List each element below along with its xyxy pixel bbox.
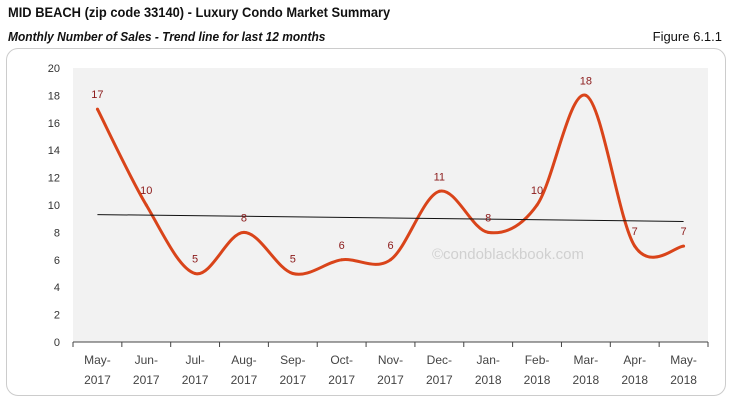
data-point — [437, 189, 441, 193]
x-tick-label: May- — [84, 353, 111, 367]
data-point — [291, 272, 295, 275]
page-title: MID BEACH (zip code 33140) - Luxury Cond… — [8, 4, 391, 20]
x-tick-label: 2018 — [670, 373, 697, 387]
x-tick-label: Mar- — [574, 353, 599, 367]
data-label: 10 — [531, 185, 543, 197]
series-line — [96, 93, 684, 276]
x-tick-label: 2017 — [84, 373, 111, 387]
figure-number: Figure 6.1.1 — [652, 29, 722, 44]
data-point — [340, 258, 344, 262]
x-tick-label: 2017 — [377, 373, 404, 387]
trend-line — [97, 214, 684, 222]
chart-subtitle: Monthly Number of Sales - Trend line for… — [8, 29, 326, 44]
data-point — [389, 258, 392, 262]
x-tick-label: Feb- — [525, 353, 550, 367]
data-label: 17 — [91, 89, 103, 101]
data-label: 6 — [339, 240, 345, 252]
data-label: 7 — [632, 226, 638, 238]
y-tick-label: 0 — [54, 337, 60, 349]
y-tick-label: 20 — [48, 63, 60, 75]
y-tick-label: 6 — [54, 255, 60, 267]
data-point — [633, 244, 637, 248]
y-tick-label: 12 — [48, 173, 60, 185]
data-point — [242, 230, 246, 234]
x-tick-label: Aug- — [231, 353, 256, 367]
x-tick-label: 2017 — [328, 373, 355, 387]
data-label: 8 — [485, 212, 491, 224]
x-tick-label: Sep- — [280, 353, 305, 367]
x-tick-label: 2017 — [279, 373, 306, 387]
data-point — [535, 203, 539, 207]
data-label: 6 — [387, 240, 393, 252]
data-label: 7 — [681, 226, 687, 238]
x-tick-label: 2017 — [133, 373, 160, 387]
x-tick-label: Jun- — [135, 353, 158, 367]
data-point — [584, 93, 588, 97]
data-label: 5 — [192, 254, 198, 266]
y-tick-label: 16 — [48, 118, 60, 130]
y-tick-label: 4 — [54, 282, 60, 294]
x-tick-label: 2017 — [231, 373, 258, 387]
data-point — [486, 230, 490, 234]
x-tick-label: Oct- — [330, 353, 353, 367]
x-tick-label: Nov- — [378, 353, 403, 367]
x-tick-label: Apr- — [623, 353, 646, 367]
x-tick-label: 2018 — [524, 373, 551, 387]
chart-frame — [6, 48, 726, 396]
x-tick-label: 2018 — [475, 373, 502, 387]
watermark: ©condoblackbook.com — [432, 246, 584, 263]
y-tick-label: 8 — [54, 227, 60, 239]
x-tick-label: 2018 — [573, 373, 600, 387]
y-tick-label: 2 — [54, 310, 60, 322]
plot-area — [73, 68, 708, 342]
data-label: 10 — [140, 185, 152, 197]
x-tick-label: 2017 — [426, 373, 453, 387]
data-label: 11 — [434, 171, 445, 183]
data-label: 5 — [290, 254, 296, 266]
data-label: 8 — [241, 212, 247, 224]
data-label: 18 — [580, 75, 592, 87]
x-tick-label: Dec- — [427, 353, 452, 367]
y-tick-label: 14 — [48, 145, 60, 157]
x-tick-label: Jan- — [477, 353, 500, 367]
y-tick-label: 10 — [48, 200, 60, 212]
data-point — [682, 244, 686, 248]
x-tick-label: Jul- — [185, 353, 204, 367]
x-tick-label: 2017 — [182, 373, 209, 387]
y-tick-label: 18 — [48, 90, 60, 102]
data-point — [193, 272, 197, 275]
data-point — [95, 107, 99, 111]
x-tick-label: 2018 — [621, 373, 648, 387]
x-tick-label: May- — [670, 353, 697, 367]
data-point — [144, 203, 148, 207]
